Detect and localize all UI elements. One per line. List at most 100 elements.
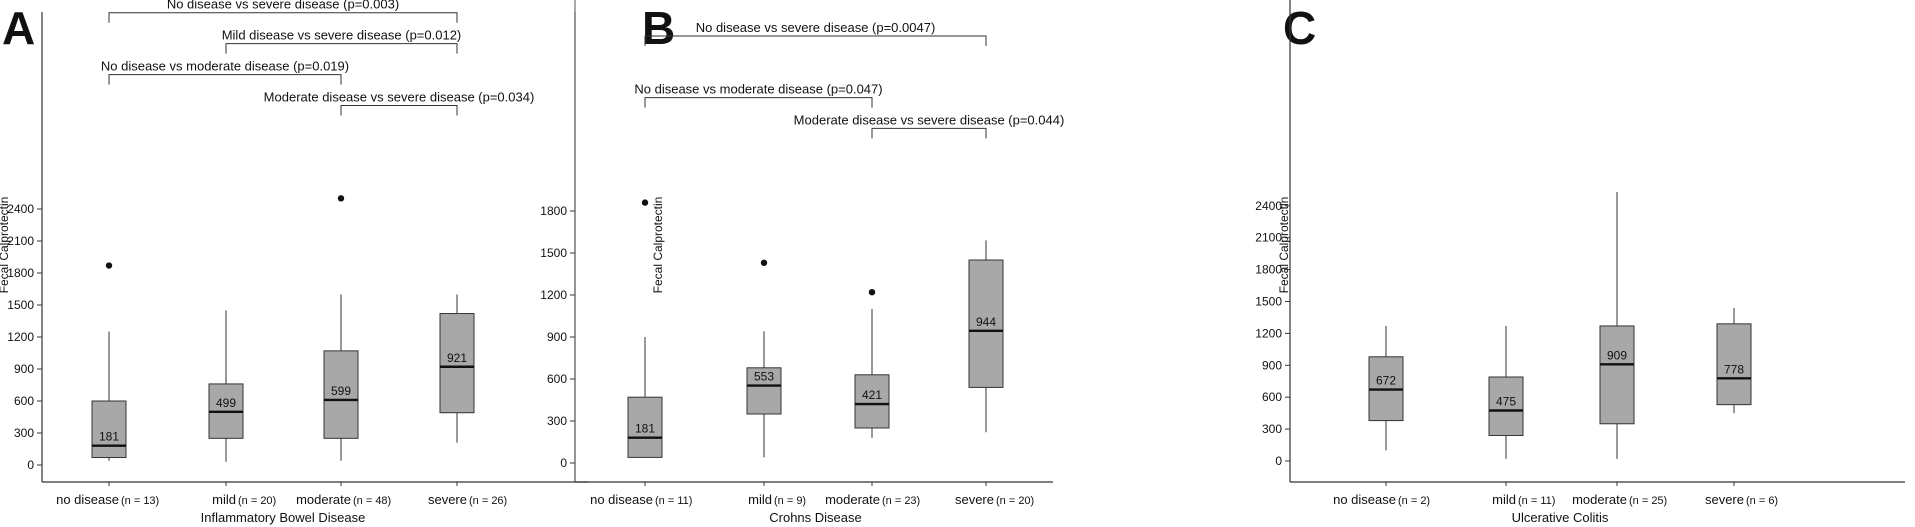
y-tick-label: 600 bbox=[14, 394, 34, 408]
bracket-label: No disease vs severe disease (p=0.003) bbox=[167, 0, 399, 12]
y-tick-label: 2100 bbox=[7, 234, 34, 248]
x-n-label: (n = 20) bbox=[996, 495, 1034, 507]
iqr-box bbox=[1599, 325, 1635, 425]
bracket-line bbox=[108, 74, 342, 85]
y-tick-label: 600 bbox=[547, 372, 567, 386]
box-4: 778 bbox=[1716, 307, 1752, 414]
iqr-box bbox=[854, 374, 890, 429]
box-2: 499 bbox=[208, 310, 244, 462]
y-tick-label: 900 bbox=[14, 362, 34, 376]
x-n-label: (n = 48) bbox=[353, 495, 391, 507]
x-n-label: (n = 26) bbox=[469, 495, 507, 507]
x-category-label: moderate bbox=[825, 492, 880, 507]
y-axis-label: Fecal Calprotectin bbox=[651, 197, 665, 294]
x-category-label: severe bbox=[955, 492, 994, 507]
iqr-box bbox=[323, 350, 359, 439]
x-n-label: (n = 20) bbox=[238, 495, 276, 507]
panel-label: B bbox=[642, 2, 675, 54]
y-tick-label: 0 bbox=[1275, 454, 1282, 468]
x-category-label: mild bbox=[1492, 492, 1516, 507]
x-category-label: mild bbox=[212, 492, 236, 507]
y-tick-label: 300 bbox=[547, 414, 567, 428]
y-tick-label: 0 bbox=[27, 458, 34, 472]
median-label: 181 bbox=[99, 430, 119, 444]
x-category-label: severe bbox=[428, 492, 467, 507]
box-3: 421 bbox=[854, 289, 890, 438]
y-tick-label: 900 bbox=[1262, 358, 1282, 372]
y-tick-label: 1200 bbox=[7, 330, 34, 344]
box-1: 181 bbox=[627, 199, 663, 458]
y-tick-label: 1200 bbox=[1255, 326, 1282, 340]
box-1: 672 bbox=[1368, 325, 1404, 451]
x-category-label: moderate bbox=[1572, 492, 1627, 507]
outlier-point bbox=[337, 195, 345, 202]
bracket-label: Moderate disease vs severe disease (p=0.… bbox=[264, 90, 535, 105]
box-2: 553 bbox=[746, 259, 782, 458]
bracket-label: Mild disease vs severe disease (p=0.012) bbox=[222, 28, 462, 43]
outlier-point bbox=[105, 262, 113, 269]
median-label: 909 bbox=[1607, 348, 1627, 362]
median-label: 944 bbox=[976, 315, 996, 329]
y-tick-label: 1200 bbox=[540, 288, 567, 302]
median-label: 499 bbox=[216, 396, 236, 410]
y-tick-label: 900 bbox=[547, 330, 567, 344]
box-4: 944 bbox=[968, 240, 1004, 433]
bracket-line bbox=[644, 35, 987, 46]
median-label: 599 bbox=[331, 384, 351, 398]
x-n-label: (n = 13) bbox=[121, 495, 159, 507]
bracket-line bbox=[108, 12, 458, 23]
y-tick-label: 1800 bbox=[7, 266, 34, 280]
iqr-box bbox=[1488, 376, 1524, 436]
significance-bracket: No disease vs severe disease (p=0.0047) bbox=[644, 20, 987, 46]
median-label: 553 bbox=[754, 370, 774, 384]
median-label: 181 bbox=[635, 422, 655, 436]
bracket-label: No disease vs severe disease (p=0.0047) bbox=[696, 20, 936, 35]
box-4: 921 bbox=[439, 294, 475, 443]
x-category-label: mild bbox=[748, 492, 772, 507]
y-axis-label: Fecal Calprotectin bbox=[0, 197, 11, 294]
iqr-box bbox=[627, 396, 663, 458]
x-axis-title: Crohns Disease bbox=[769, 510, 862, 525]
x-n-label: (n = 11) bbox=[1518, 495, 1555, 507]
x-axis-title: Inflammatory Bowel Disease bbox=[201, 510, 366, 525]
box-2: 475 bbox=[1488, 325, 1524, 459]
panel-b: B 0 300 600 900 1200 1500 1800 Fecal Calprotecti… bbox=[540, 2, 1064, 525]
x-n-label: (n = 6) bbox=[1746, 495, 1778, 507]
x-n-label: (n = 2) bbox=[1398, 495, 1430, 507]
y-tick-label: 300 bbox=[14, 426, 34, 440]
significance-bracket: Mild disease vs severe disease (p=0.012) bbox=[222, 28, 462, 54]
y-tick-label: 1500 bbox=[1255, 295, 1282, 309]
outlier-point bbox=[760, 259, 768, 266]
bracket-label: Moderate disease vs severe disease (p=0.… bbox=[794, 112, 1065, 127]
x-n-label: (n = 25) bbox=[1629, 495, 1667, 507]
bracket-line bbox=[340, 105, 458, 116]
iqr-box bbox=[968, 259, 1004, 388]
outlier-point bbox=[641, 199, 649, 206]
bracket-label: No disease vs moderate disease (p=0.019) bbox=[101, 59, 349, 74]
iqr-box bbox=[1716, 323, 1752, 406]
y-tick-label: 600 bbox=[1262, 390, 1282, 404]
significance-bracket: Moderate disease vs severe disease (p=0.… bbox=[264, 90, 535, 116]
x-category-label: no disease bbox=[1333, 492, 1396, 507]
y-tick-label: 0 bbox=[560, 456, 567, 470]
y-tick-label: 2100 bbox=[1255, 231, 1282, 245]
x-axis-title: Ulcerative Colitis bbox=[1512, 510, 1609, 525]
outlier-point bbox=[868, 289, 876, 296]
y-tick-label: 300 bbox=[1262, 422, 1282, 436]
median-label: 421 bbox=[862, 388, 882, 402]
y-tick-label: 1500 bbox=[540, 246, 567, 260]
median-label: 778 bbox=[1724, 362, 1744, 376]
x-category-label: severe bbox=[1705, 492, 1744, 507]
x-n-label: (n = 11) bbox=[655, 495, 692, 507]
bracket-line bbox=[644, 97, 873, 108]
x-n-label: (n = 9) bbox=[774, 495, 806, 507]
median-label: 672 bbox=[1376, 374, 1396, 388]
iqr-box bbox=[746, 367, 782, 415]
bracket-label: No disease vs moderate disease (p=0.047) bbox=[634, 82, 882, 97]
bracket-line bbox=[871, 127, 987, 139]
iqr-box bbox=[439, 313, 475, 414]
x-category-label: no disease bbox=[56, 492, 119, 507]
y-tick-label: 2400 bbox=[1255, 199, 1282, 213]
